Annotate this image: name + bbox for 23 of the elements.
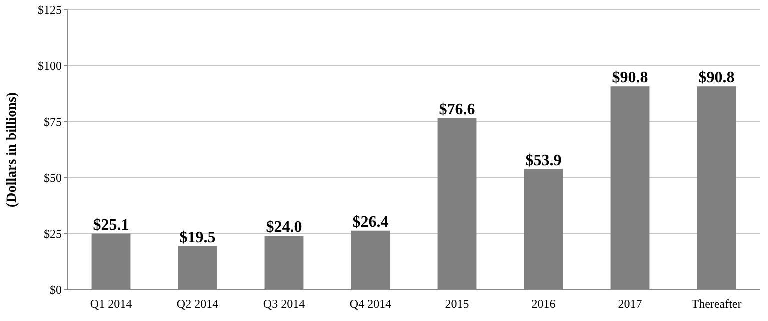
x-tick-label: Q4 2014: [350, 297, 392, 311]
x-tick-label: 2016: [532, 297, 556, 311]
x-tick-label: Q3 2014: [263, 297, 306, 311]
y-tick-label: $25: [44, 227, 62, 242]
data-label: $53.9: [526, 152, 562, 170]
data-label: $19.5: [180, 229, 216, 246]
y-tick-label: $100: [38, 59, 62, 74]
x-tick-label: Thereafter: [692, 297, 742, 311]
y-tick-label: $75: [44, 115, 62, 130]
data-label: $90.8: [612, 70, 648, 87]
data-label: $26.4: [352, 214, 389, 231]
y-tick-label: $125: [38, 3, 62, 18]
data-label: $25.1: [93, 216, 130, 234]
y-tick-label: $0: [50, 283, 62, 298]
y-tick-label: $50: [44, 171, 62, 186]
x-tick-label: 2015: [445, 297, 470, 311]
x-tick-label: Q1 2014: [90, 297, 132, 311]
data-label: $76.6: [439, 101, 476, 118]
x-tick-label: 2017: [618, 297, 642, 311]
data-label: $24.0: [266, 219, 302, 236]
data-label: $90.8: [698, 70, 735, 87]
y-axis-title: (Dollars in billions): [5, 92, 20, 208]
x-tick-label: Q2 2014: [176, 297, 219, 311]
